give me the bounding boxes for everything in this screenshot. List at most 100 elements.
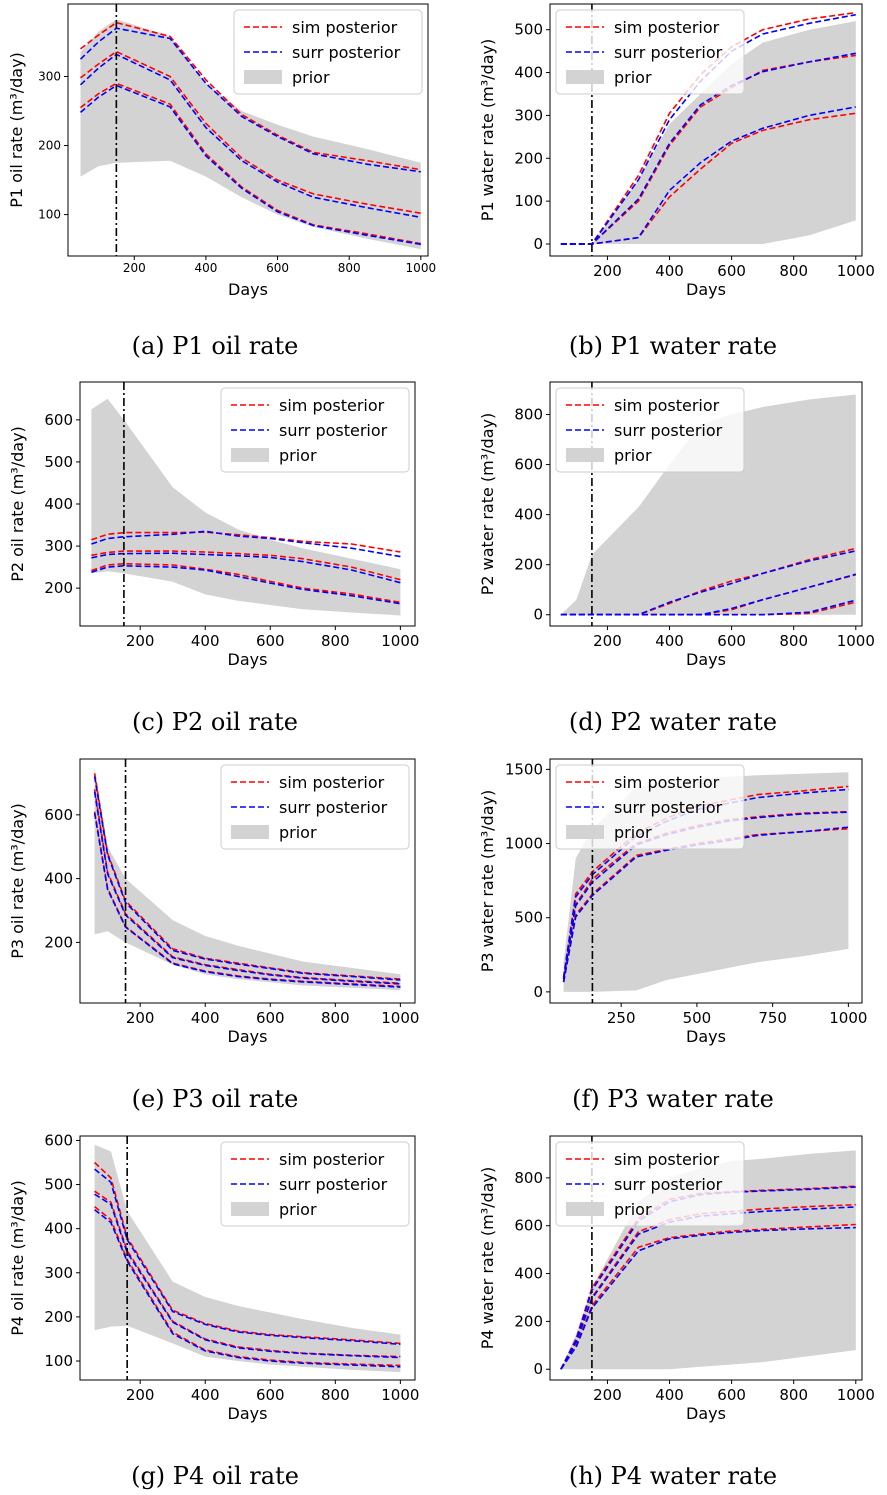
x-axis-label: Days [686, 280, 726, 299]
y-tick-label: 400 [514, 64, 543, 82]
legend-entry-label: surr posterior [279, 1175, 388, 1194]
x-tick-label: 400 [655, 632, 684, 650]
y-tick-label: 500 [44, 1176, 73, 1194]
legend-entry-label: prior [614, 68, 652, 87]
y-tick-label: 0 [533, 1360, 543, 1378]
legend-swatch-prior [566, 1202, 604, 1216]
y-axis-label: P3 oil rate (m³/day) [8, 803, 27, 959]
y-tick-label: 200 [514, 1312, 543, 1330]
prior-band [91, 398, 401, 616]
sim-posterior-line-3 [80, 82, 421, 245]
x-axis-label: Days [686, 1404, 726, 1423]
prior-band [560, 394, 856, 615]
legend-entry-label: surr posterior [292, 43, 401, 62]
x-tick-label: 200 [126, 632, 155, 650]
surr-posterior-line-3 [560, 1226, 856, 1370]
y-axis-label: P3 water rate (m³/day) [478, 790, 497, 972]
legend-entry-label: prior [279, 1200, 317, 1219]
x-tick-label: 800 [321, 1386, 350, 1404]
surr-posterior-line-2 [91, 552, 401, 584]
legend: sim posterior surr posterior prior [233, 9, 423, 95]
legend-entry-label: surr posterior [279, 421, 388, 440]
x-tick-label: 600 [717, 262, 746, 280]
y-tick-label: 300 [38, 69, 61, 83]
plot-frame [549, 758, 863, 1004]
x-tick-label: 400 [194, 261, 217, 275]
subfigure-caption: (h) P4 water rate [569, 1462, 777, 1490]
y-axis-label: P2 water rate (m³/day) [478, 413, 497, 595]
y-tick-label: 200 [44, 579, 73, 597]
x-tick-label: 800 [321, 1009, 350, 1027]
legend-entry-label: surr posterior [614, 43, 723, 62]
x-tick-label: 600 [256, 632, 285, 650]
y-axis-label: P2 oil rate (m³/day) [8, 426, 27, 582]
y-tick-label: 100 [38, 208, 61, 222]
x-axis-label: Days [228, 1027, 268, 1046]
prior-band [560, 1150, 856, 1370]
legend-entry-label: sim posterior [614, 1150, 720, 1169]
legend-swatch-prior [566, 70, 604, 84]
sim-posterior-line-1 [560, 1185, 856, 1370]
legend: sim posterior surr posterior prior [555, 764, 745, 850]
y-tick-label: 1000 [505, 835, 543, 853]
surr-posterior-line-3 [93, 813, 401, 988]
legend-entry-label: sim posterior [614, 18, 720, 37]
surr-posterior-line-2 [79, 53, 421, 219]
legend-entry-label: surr posterior [614, 798, 723, 817]
legend-entry-label: sim posterior [279, 773, 385, 792]
prior-band [94, 1144, 401, 1373]
y-tick-label: 400 [514, 1265, 543, 1283]
y-tick-label: 300 [44, 537, 73, 555]
legend: sim posterior surr posterior prior [220, 1141, 410, 1227]
plot-frame [549, 3, 863, 257]
plot-frame [549, 381, 863, 627]
legend-swatch-prior [244, 70, 282, 84]
sim-posterior-line-2 [91, 550, 401, 581]
x-tick-label: 800 [779, 632, 808, 650]
legend-entry-label: sim posterior [279, 1150, 385, 1169]
y-tick-label: 600 [514, 1217, 543, 1235]
y-tick-label: 800 [514, 1169, 543, 1187]
x-axis-label: Days [228, 280, 268, 299]
y-tick-label: 400 [44, 495, 73, 513]
y-tick-label: 100 [44, 1352, 73, 1370]
y-tick-label: 600 [44, 411, 73, 429]
legend: sim posterior surr posterior prior [220, 387, 410, 473]
x-tick-label: 600 [266, 261, 289, 275]
legend-entry-label: prior [279, 446, 317, 465]
chart-p1-oil: 200 400 600 800 1000 100 200 300 Days P1 oil rate… [7, 3, 437, 360]
y-tick-label: 200 [44, 1308, 73, 1326]
x-axis-label: Days [686, 1027, 726, 1046]
subfigure-caption: (g) P4 oil rate [131, 1462, 299, 1490]
y-tick-label: 300 [44, 1264, 73, 1282]
surr-posterior-line-3 [94, 1209, 401, 1368]
sim-posterior-line-3 [91, 562, 401, 604]
y-tick-label: 600 [44, 1131, 73, 1149]
subfigure-caption: (f) P3 water rate [572, 1085, 774, 1113]
legend: sim posterior surr posterior prior [220, 764, 410, 850]
y-tick-label: 300 [514, 106, 543, 124]
subfigure-caption: (d) P2 water rate [569, 708, 777, 736]
chart-p2-water: 200 400 600 800 1000 0 200 400 600 800 Days P2 wate… [478, 381, 875, 736]
legend: sim posterior surr posterior prior [555, 387, 745, 473]
plot-frame [79, 758, 416, 1004]
x-tick-label: 800 [779, 1386, 808, 1404]
y-tick-label: 400 [44, 870, 73, 888]
x-tick-label: 400 [191, 632, 220, 650]
legend-swatch-prior [231, 1202, 269, 1216]
x-tick-label: 1000 [381, 1386, 419, 1404]
x-tick-label: 1000 [406, 261, 437, 275]
y-tick-label: 200 [44, 933, 73, 951]
legend-entry-label: prior [279, 823, 317, 842]
surr-posterior-line-2 [93, 791, 401, 985]
x-tick-label: 200 [593, 1386, 622, 1404]
subfigure-caption: (a) P1 oil rate [132, 332, 299, 360]
subfigure-caption: (b) P1 water rate [569, 332, 777, 360]
x-tick-label: 400 [191, 1009, 220, 1027]
y-tick-label: 200 [514, 149, 543, 167]
x-tick-label: 400 [655, 1386, 684, 1404]
legend: sim posterior surr posterior prior [555, 9, 745, 95]
x-tick-label: 600 [256, 1009, 285, 1027]
